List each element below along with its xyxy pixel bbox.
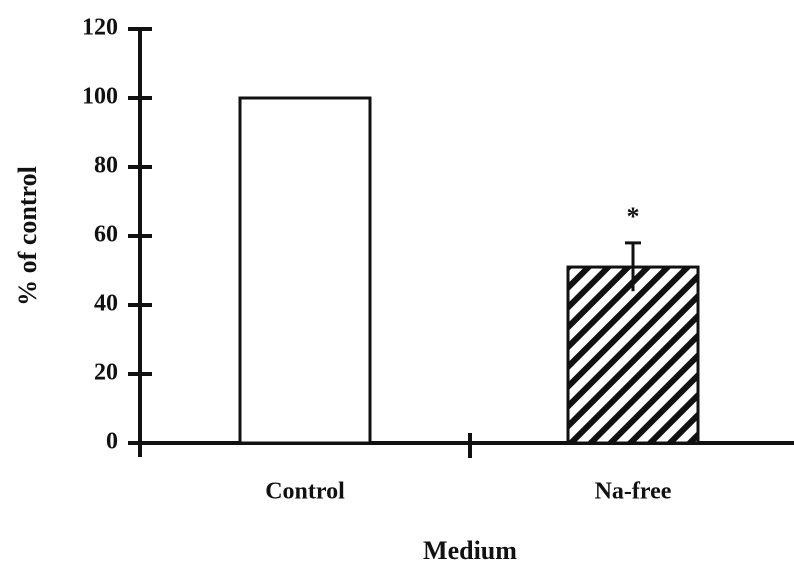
bar: [240, 98, 370, 443]
bar: [568, 267, 698, 443]
chart: % of control Medium 0 20 40 60 80 100 120 Contr…: [0, 0, 794, 572]
significance-marker: *: [627, 202, 640, 231]
x-axis-label: Medium: [423, 536, 517, 565]
x-tick-label: Control: [265, 479, 345, 505]
y-tick-label: 120: [82, 15, 118, 41]
y-tick-label: 100: [82, 84, 118, 110]
y-tick-label: 40: [94, 291, 118, 317]
y-tick-label: 60: [94, 222, 118, 248]
y-tick-label: 80: [94, 153, 118, 179]
y-axis-label: % of control: [13, 166, 42, 306]
x-tick-label: Na-free: [595, 479, 672, 505]
y-tick-label: 0: [106, 429, 118, 455]
y-tick-label: 20: [94, 360, 118, 386]
